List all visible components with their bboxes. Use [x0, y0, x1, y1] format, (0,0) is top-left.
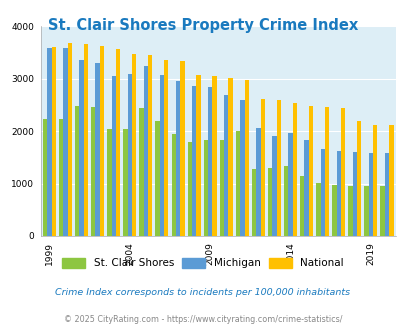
Bar — [388, 125, 392, 236]
Bar — [111, 76, 115, 236]
Bar — [107, 129, 111, 236]
Bar — [288, 133, 292, 236]
Legend: St. Clair Shores, Michigan, National: St. Clair Shores, Michigan, National — [62, 258, 343, 268]
Bar — [192, 86, 196, 236]
Bar — [340, 108, 344, 236]
Bar — [267, 168, 272, 236]
Bar — [164, 60, 168, 236]
Bar — [347, 186, 352, 236]
Bar — [43, 119, 47, 236]
Bar — [91, 107, 95, 236]
Bar — [180, 61, 184, 236]
Bar — [272, 136, 276, 236]
Bar — [212, 76, 216, 236]
Bar — [196, 75, 200, 236]
Bar — [260, 99, 264, 236]
Bar — [219, 140, 224, 236]
Bar — [100, 46, 104, 236]
Bar — [244, 80, 248, 236]
Bar — [127, 74, 132, 236]
Bar — [115, 50, 120, 236]
Text: Crime Index corresponds to incidents per 100,000 inhabitants: Crime Index corresponds to incidents per… — [55, 287, 350, 297]
Bar — [79, 60, 83, 236]
Bar — [68, 43, 72, 236]
Bar — [299, 176, 304, 236]
Text: © 2025 CityRating.com - https://www.cityrating.com/crime-statistics/: © 2025 CityRating.com - https://www.city… — [64, 315, 341, 324]
Bar — [203, 140, 207, 236]
Bar — [379, 186, 384, 236]
Bar — [63, 48, 68, 236]
Bar — [155, 121, 160, 236]
Bar — [75, 106, 79, 236]
Bar — [123, 129, 127, 236]
Bar — [83, 44, 88, 236]
Bar — [139, 108, 143, 236]
Bar — [47, 49, 51, 236]
Bar — [143, 66, 148, 236]
Bar — [352, 152, 356, 236]
Bar — [304, 140, 308, 236]
Bar — [292, 103, 296, 236]
Bar — [276, 100, 280, 236]
Bar — [356, 121, 360, 236]
Bar — [59, 118, 63, 236]
Bar — [171, 134, 175, 236]
Bar — [284, 166, 288, 236]
Bar — [331, 185, 336, 236]
Bar — [336, 151, 340, 236]
Text: St. Clair Shores Property Crime Index: St. Clair Shores Property Crime Index — [48, 18, 357, 33]
Bar — [384, 153, 388, 236]
Bar — [240, 100, 244, 236]
Bar — [148, 55, 152, 236]
Bar — [368, 153, 372, 236]
Bar — [160, 75, 164, 236]
Bar — [324, 107, 328, 236]
Bar — [256, 128, 260, 236]
Bar — [187, 142, 192, 236]
Bar — [207, 87, 212, 236]
Bar — [132, 54, 136, 236]
Bar — [235, 131, 240, 236]
Bar — [320, 149, 324, 236]
Bar — [315, 183, 320, 236]
Bar — [51, 47, 56, 236]
Bar — [224, 95, 228, 236]
Bar — [308, 106, 312, 236]
Bar — [372, 125, 377, 236]
Bar — [175, 82, 180, 236]
Bar — [364, 186, 368, 236]
Bar — [251, 169, 256, 236]
Bar — [95, 63, 100, 236]
Bar — [228, 78, 232, 236]
